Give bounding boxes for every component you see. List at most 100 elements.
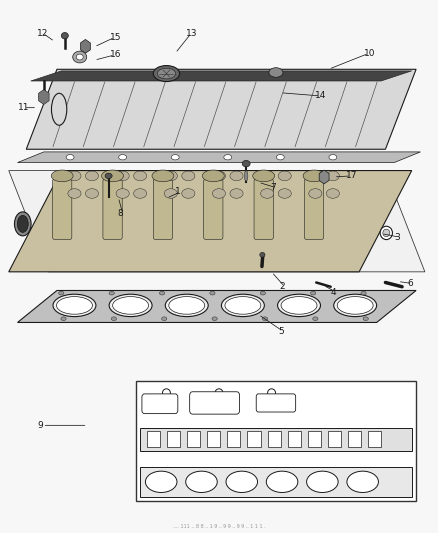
FancyBboxPatch shape [142, 394, 178, 414]
Polygon shape [18, 152, 420, 163]
Ellipse shape [116, 171, 129, 181]
Ellipse shape [113, 296, 148, 314]
Ellipse shape [109, 294, 152, 317]
Ellipse shape [102, 170, 124, 182]
Ellipse shape [307, 471, 338, 492]
Ellipse shape [105, 173, 112, 179]
Ellipse shape [363, 317, 368, 320]
Ellipse shape [334, 294, 377, 317]
Ellipse shape [215, 389, 223, 397]
Ellipse shape [116, 189, 129, 198]
Ellipse shape [210, 291, 215, 295]
Ellipse shape [303, 170, 325, 182]
Ellipse shape [269, 68, 283, 77]
Ellipse shape [261, 171, 274, 181]
Ellipse shape [153, 66, 180, 82]
Ellipse shape [68, 189, 81, 198]
Ellipse shape [165, 294, 208, 317]
Ellipse shape [164, 189, 177, 198]
Ellipse shape [230, 171, 243, 181]
Bar [368, 432, 381, 448]
Bar [136, 381, 416, 501]
Text: 16: 16 [110, 51, 121, 59]
Ellipse shape [182, 171, 195, 181]
Ellipse shape [212, 189, 226, 198]
Ellipse shape [162, 389, 170, 397]
Ellipse shape [278, 189, 291, 198]
Bar [167, 432, 180, 448]
Ellipse shape [18, 215, 28, 232]
Ellipse shape [380, 227, 392, 240]
Bar [348, 432, 361, 448]
FancyBboxPatch shape [256, 394, 296, 412]
Text: 9: 9 [37, 421, 43, 430]
Ellipse shape [66, 155, 74, 160]
FancyBboxPatch shape [254, 179, 273, 239]
Ellipse shape [337, 296, 373, 314]
Ellipse shape [361, 291, 366, 295]
Ellipse shape [61, 33, 68, 39]
FancyBboxPatch shape [153, 179, 173, 239]
Ellipse shape [169, 296, 205, 314]
Ellipse shape [261, 189, 274, 198]
Ellipse shape [157, 68, 176, 79]
Polygon shape [18, 290, 416, 322]
Ellipse shape [68, 171, 81, 181]
Bar [207, 432, 220, 448]
Ellipse shape [266, 471, 298, 492]
Bar [268, 432, 281, 448]
Text: 7: 7 [271, 183, 276, 192]
Ellipse shape [202, 170, 224, 182]
Ellipse shape [39, 92, 49, 102]
Text: 5: 5 [278, 327, 284, 336]
Text: 14: 14 [315, 92, 327, 100]
Bar [308, 432, 321, 448]
Ellipse shape [164, 171, 177, 181]
Ellipse shape [253, 170, 275, 182]
Ellipse shape [225, 296, 261, 314]
FancyBboxPatch shape [53, 179, 72, 239]
Ellipse shape [244, 171, 248, 181]
Ellipse shape [383, 229, 390, 237]
Text: 1: 1 [175, 188, 181, 196]
FancyBboxPatch shape [103, 179, 122, 239]
Text: 10: 10 [364, 49, 375, 58]
Ellipse shape [260, 291, 265, 295]
Ellipse shape [242, 160, 250, 167]
Ellipse shape [182, 189, 195, 198]
Polygon shape [9, 171, 425, 272]
Ellipse shape [224, 155, 232, 160]
Bar [227, 432, 240, 448]
Ellipse shape [134, 189, 147, 198]
Ellipse shape [53, 294, 96, 317]
Text: 15: 15 [110, 33, 121, 42]
Ellipse shape [52, 93, 67, 125]
Text: 2: 2 [279, 282, 285, 291]
Ellipse shape [309, 171, 322, 181]
Ellipse shape [278, 294, 321, 317]
Ellipse shape [278, 171, 291, 181]
Ellipse shape [326, 171, 339, 181]
Ellipse shape [260, 253, 265, 257]
Ellipse shape [326, 189, 339, 198]
Ellipse shape [186, 471, 217, 492]
Ellipse shape [14, 212, 31, 236]
Ellipse shape [76, 54, 83, 60]
Bar [140, 467, 412, 497]
FancyBboxPatch shape [190, 392, 240, 414]
Text: 13: 13 [186, 29, 198, 37]
FancyBboxPatch shape [204, 179, 223, 239]
Ellipse shape [230, 189, 243, 198]
Ellipse shape [162, 317, 167, 320]
Ellipse shape [85, 171, 99, 181]
Ellipse shape [61, 317, 66, 320]
Ellipse shape [311, 291, 316, 295]
Polygon shape [9, 171, 412, 272]
Text: 4: 4 [331, 288, 336, 296]
Ellipse shape [51, 170, 73, 182]
Bar [328, 432, 341, 448]
Ellipse shape [59, 291, 64, 295]
Ellipse shape [212, 317, 217, 320]
Bar [147, 432, 160, 448]
Ellipse shape [119, 155, 127, 160]
